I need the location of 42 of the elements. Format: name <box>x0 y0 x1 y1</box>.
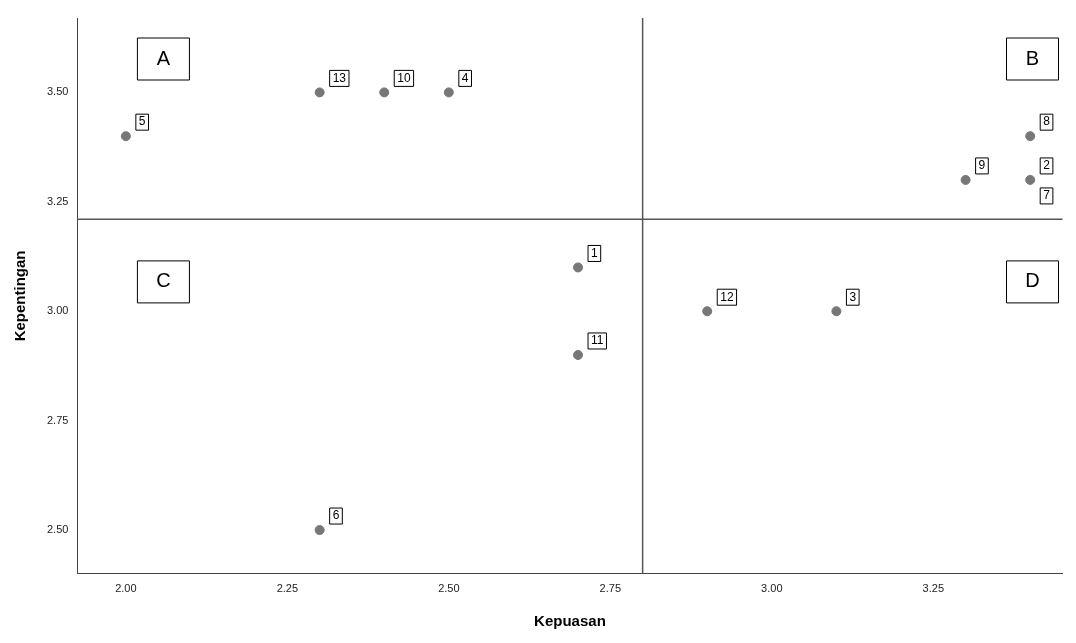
point <box>1025 131 1036 142</box>
point <box>120 131 131 142</box>
x-tick-label: 3.25 <box>922 582 945 595</box>
annotation: 12 <box>720 289 734 304</box>
x-tick-label: 2.00 <box>115 582 137 595</box>
annotation: 2 <box>1043 158 1051 173</box>
x-axis-title: Kepuasan <box>534 612 606 630</box>
y-tick-label: 2.75 <box>46 413 69 426</box>
annotation: 7 <box>1043 188 1051 203</box>
x-tick-label: 2.75 <box>599 582 622 595</box>
annotation: C <box>156 269 171 292</box>
y-tick-label: 3.25 <box>46 194 69 207</box>
point <box>702 306 713 317</box>
point <box>960 174 971 185</box>
annotation: 8 <box>1043 114 1051 129</box>
annotation: 1 <box>591 245 599 260</box>
annotation: 3 <box>849 289 857 304</box>
point <box>314 525 325 536</box>
x-tick-label: 2.25 <box>276 582 299 595</box>
y-axis-title: Kepentingan <box>11 250 29 342</box>
point <box>314 87 325 98</box>
point <box>1025 174 1036 185</box>
annotation: 11 <box>591 333 604 348</box>
annotation: 9 <box>978 158 986 173</box>
annotation: 6 <box>332 508 340 523</box>
x-tick-label: 3.00 <box>761 582 783 595</box>
annotation: 10 <box>397 70 411 85</box>
point <box>573 349 584 360</box>
annotation: B <box>1025 46 1040 69</box>
annotation: 5 <box>138 114 146 129</box>
annotation: 13 <box>332 70 347 85</box>
x-tick-label: 2.50 <box>438 582 460 595</box>
annotation: D <box>1025 269 1040 292</box>
y-tick-label: 2.50 <box>46 523 69 536</box>
y-tick-label: 3.50 <box>46 85 69 98</box>
y-tick-label: 3.00 <box>46 304 69 317</box>
point <box>573 262 584 273</box>
point <box>379 87 390 98</box>
point <box>831 306 842 317</box>
annotation: A <box>156 46 171 69</box>
point <box>443 87 454 98</box>
annotation: 4 <box>461 70 469 85</box>
